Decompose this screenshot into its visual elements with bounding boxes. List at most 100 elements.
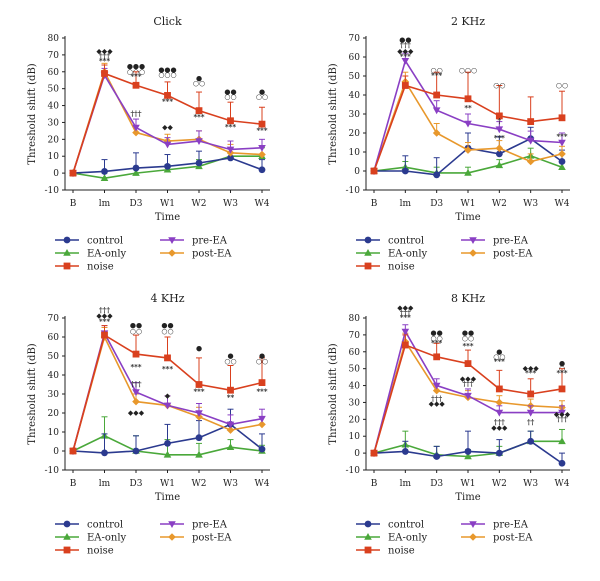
chart-panel-1: Click -10 0 10 20 30 40 50 60 70 80 B lm D3 W1 W2 W3 W4 Ti… xyxy=(27,15,270,273)
data-point xyxy=(526,409,535,417)
x-tick-label: W1 xyxy=(461,479,476,489)
data-point xyxy=(132,128,140,137)
data-point xyxy=(495,385,503,393)
data-point xyxy=(163,450,172,458)
significance-mark: ●● xyxy=(399,35,411,44)
legend-marker xyxy=(168,533,176,541)
series-control xyxy=(370,430,566,467)
data-point xyxy=(433,453,441,460)
x-tick-label: W4 xyxy=(255,479,270,489)
legend-item-control: control xyxy=(356,236,424,247)
significance-mark: ● xyxy=(559,359,565,368)
significance-mark: ◆◆◆ xyxy=(460,374,477,383)
x-tick-label: W1 xyxy=(461,199,476,209)
legend-marker xyxy=(63,520,71,528)
series-noise xyxy=(370,334,566,457)
data-point xyxy=(163,141,172,149)
significance-mark: *** xyxy=(162,97,173,106)
legend-label: EA-only xyxy=(87,249,127,260)
data-point xyxy=(401,167,409,175)
significance-mark: ◆◆◆ xyxy=(96,47,113,56)
data-point xyxy=(258,120,266,128)
x-axis-label: Time xyxy=(155,492,180,503)
significance-mark: ** xyxy=(227,393,235,402)
significance-mark: ◆◆◆ xyxy=(397,46,414,55)
data-point xyxy=(433,91,441,99)
legend-marker xyxy=(469,533,477,541)
significance-mark: ○ xyxy=(559,364,565,373)
significance-mark: *** xyxy=(131,72,142,81)
x-tick-label: B xyxy=(371,479,378,489)
legend-marker xyxy=(63,236,71,244)
y-tick-label: 10 xyxy=(349,148,361,158)
data-point xyxy=(132,389,140,397)
y-tick-label: 0 xyxy=(53,169,59,179)
legend-label: control xyxy=(388,236,424,247)
legend-marker xyxy=(168,249,176,257)
significance-mark: ††† xyxy=(494,418,505,427)
data-point xyxy=(464,120,472,128)
legend-item-postea: post-EA xyxy=(160,533,232,544)
y-axis-label: Threshold shift (dB) xyxy=(328,63,339,165)
chart-title: 2 KHz xyxy=(451,15,485,28)
significance-mark: ††† xyxy=(431,394,442,403)
y-tick-label: 40 xyxy=(48,102,60,112)
series-control xyxy=(69,147,266,177)
x-tick-label: W3 xyxy=(223,479,238,489)
data-point xyxy=(432,129,441,137)
legend-item-control: control xyxy=(55,520,123,531)
legend-item-postea: post-EA xyxy=(461,533,533,544)
data-point xyxy=(370,449,378,457)
data-point xyxy=(495,161,504,169)
data-point xyxy=(464,95,472,103)
data-point xyxy=(163,402,172,410)
data-point xyxy=(195,410,203,417)
y-tick-label: 30 xyxy=(349,398,361,408)
data-point xyxy=(433,353,441,361)
data-point xyxy=(132,447,140,455)
legend-item-postea: post-EA xyxy=(461,249,533,260)
significance-mark: ◆◆◆ xyxy=(554,409,571,418)
data-point xyxy=(527,390,535,398)
data-point xyxy=(100,174,109,181)
significance-mark: ††† xyxy=(99,305,110,314)
significance-mark: ● xyxy=(259,87,265,96)
data-point xyxy=(226,443,235,450)
y-tick-label: 10 xyxy=(349,432,361,442)
data-point xyxy=(495,398,504,407)
legend-label: pre-EA xyxy=(493,520,529,531)
y-tick-label: 30 xyxy=(48,118,60,128)
x-tick-label: lm xyxy=(99,479,111,489)
x-tick-label: B xyxy=(371,199,378,209)
legend-marker xyxy=(63,262,71,270)
data-point xyxy=(558,163,566,170)
x-tick-label: lm xyxy=(400,199,412,209)
significance-mark: ●● xyxy=(224,87,236,96)
significance-mark: ◆◆◆ xyxy=(491,423,508,432)
y-tick-label: 0 xyxy=(53,447,59,457)
data-point xyxy=(401,328,410,336)
significance-mark: *** xyxy=(400,313,411,322)
legend-label: post-EA xyxy=(493,249,533,260)
significance-mark: ●● xyxy=(130,321,142,330)
legend-marker xyxy=(364,533,372,540)
data-point xyxy=(558,459,566,467)
significance-mark: ††† xyxy=(557,414,568,423)
data-point xyxy=(195,159,203,167)
legend-item-eaonly: EA-only xyxy=(356,533,428,544)
data-point xyxy=(164,354,171,362)
data-point xyxy=(527,437,535,445)
significance-mark: ○○ xyxy=(130,326,142,335)
x-tick-label: W4 xyxy=(555,479,570,489)
significance-mark: *** xyxy=(431,71,442,80)
legend-label: post-EA xyxy=(192,533,232,544)
legend-label: noise xyxy=(388,262,415,273)
y-tick-label: 20 xyxy=(349,129,361,139)
data-point xyxy=(69,169,77,177)
significance-mark: *** xyxy=(400,52,411,61)
legend-marker xyxy=(364,262,372,270)
legend-item-preea: pre-EA xyxy=(160,236,228,247)
data-point xyxy=(132,81,140,89)
x-axis-label: Time xyxy=(455,212,480,223)
legend-marker xyxy=(364,236,372,244)
